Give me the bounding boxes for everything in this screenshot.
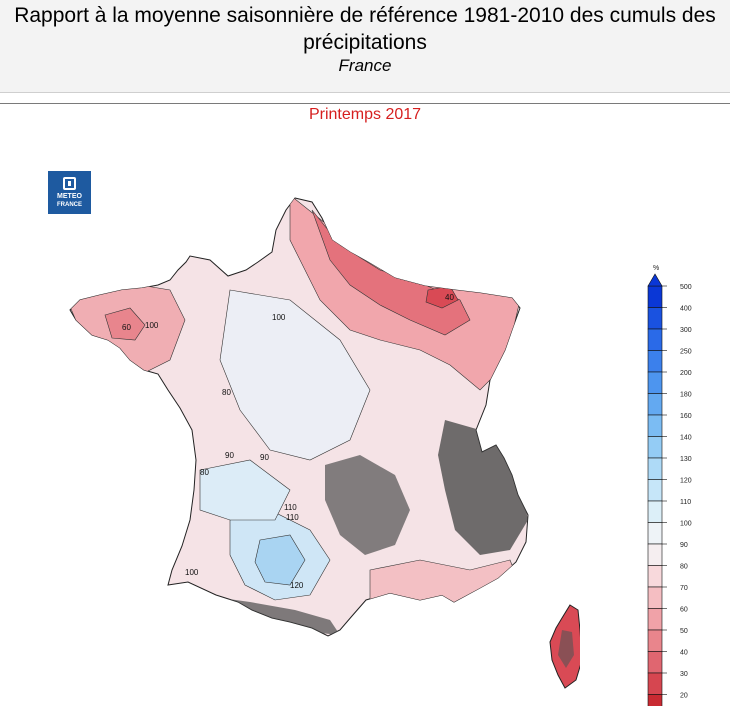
legend-tick-label: 140 bbox=[680, 435, 692, 442]
legend-tick-label: 60 bbox=[680, 607, 688, 614]
legend-tick-label: 30 bbox=[680, 671, 688, 678]
legend-tick-label: 70 bbox=[680, 585, 688, 592]
legend-tick-label: 110 bbox=[680, 499, 691, 506]
legend-tick-label: 300 bbox=[680, 327, 692, 334]
contour-label: 110 bbox=[286, 513, 299, 522]
logo-mark-icon bbox=[63, 177, 76, 190]
legend-tick-label: 160 bbox=[680, 413, 692, 420]
divider bbox=[0, 103, 730, 104]
legend-swatch bbox=[647, 522, 663, 545]
legend-tick-label: 400 bbox=[680, 306, 692, 313]
relief-massif-central bbox=[325, 455, 410, 555]
logo-line1: METEO bbox=[57, 193, 82, 200]
surplus-zone-southwest-core bbox=[254, 534, 306, 586]
contour-label: 90 bbox=[225, 451, 234, 460]
legend-swatch bbox=[647, 586, 663, 609]
contour-label: 80 bbox=[200, 468, 209, 477]
contour-label: 90 bbox=[260, 453, 269, 462]
corsica-relief bbox=[558, 630, 574, 668]
normal-zone-center bbox=[219, 289, 371, 461]
legend-swatch bbox=[647, 672, 663, 695]
legend-tick-label: 50 bbox=[680, 628, 688, 635]
legend-max-cap bbox=[647, 273, 663, 287]
legend-tick-label: 250 bbox=[680, 349, 692, 356]
logo-line2: FRANCE bbox=[57, 202, 82, 208]
legend-tick-label: 40 bbox=[680, 650, 688, 657]
legend-unit: % bbox=[653, 265, 659, 272]
legend-swatch bbox=[647, 436, 663, 459]
legend-swatch bbox=[647, 328, 663, 351]
legend-swatch bbox=[647, 371, 663, 394]
page-title: Rapport à la moyenne saisonnière de réfé… bbox=[14, 4, 716, 54]
legend-swatch bbox=[647, 651, 663, 674]
legend-swatch bbox=[647, 629, 663, 652]
contour-label: 100 bbox=[145, 321, 159, 330]
legend-tick-label: 130 bbox=[680, 456, 692, 463]
legend-swatch bbox=[647, 543, 663, 566]
legend-swatch bbox=[647, 307, 663, 330]
legend-swatch bbox=[647, 565, 663, 588]
meteo-france-logo: METEO FRANCE bbox=[48, 171, 91, 214]
legend-swatch bbox=[647, 608, 663, 631]
legend-swatch bbox=[647, 350, 663, 373]
contour-label: 80 bbox=[222, 388, 231, 397]
legend-tick-label: 100 bbox=[680, 521, 692, 528]
legend-swatch bbox=[647, 285, 663, 308]
legend-swatch bbox=[647, 414, 663, 437]
legend-tick-label: 20 bbox=[680, 693, 688, 700]
legend-tick-label: 80 bbox=[680, 564, 688, 571]
season-title: Printemps 2017 bbox=[308, 106, 422, 123]
contour-label: 100 bbox=[185, 568, 199, 577]
deficit-zone-south bbox=[369, 559, 521, 606]
legend-tick-label: 500 bbox=[680, 284, 692, 291]
contour-label: 100 bbox=[272, 313, 286, 322]
legend-tick-label: 200 bbox=[680, 370, 692, 377]
precipitation-map: 40 60 80 90 100 110 120 80 90 100 110 10… bbox=[69, 197, 580, 689]
contour-label: 60 bbox=[122, 323, 131, 332]
legend-swatch bbox=[647, 694, 663, 706]
legend-colorbar: % 500 400 300 250 200 180 160 140 130 120 110 100 90… bbox=[647, 265, 692, 706]
contour-label: 120 bbox=[290, 581, 304, 590]
legend-tick-label: 120 bbox=[680, 478, 692, 485]
legend-swatch bbox=[647, 393, 663, 416]
contour-label: 40 bbox=[445, 293, 454, 302]
contour-label: 110 bbox=[284, 503, 297, 512]
deficit-zone-brittany-core bbox=[104, 307, 146, 341]
legend-swatch bbox=[647, 457, 663, 480]
region-subtitle: France bbox=[338, 56, 392, 75]
legend-tick-label: 90 bbox=[680, 542, 688, 549]
surplus-zone-aquitaine bbox=[199, 459, 291, 521]
legend-tick-label: 180 bbox=[680, 392, 692, 399]
legend-swatch bbox=[647, 479, 663, 502]
legend-swatch bbox=[647, 500, 663, 523]
page-header: Rapport à la moyenne saisonnière de réfé… bbox=[0, 0, 730, 93]
